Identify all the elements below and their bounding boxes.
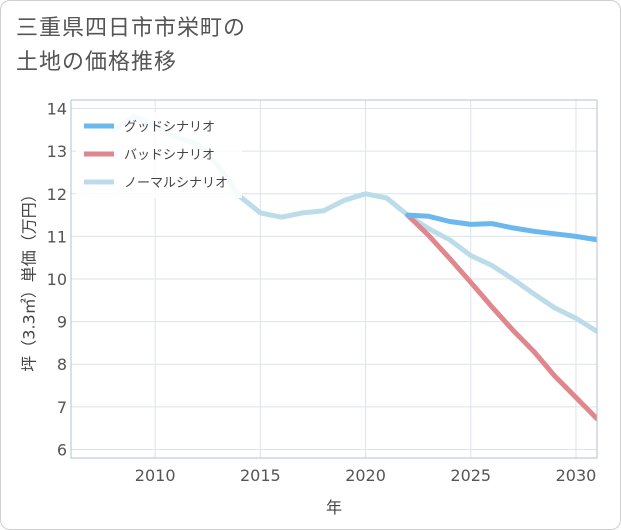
chart-title-line1: 三重県四日市市栄町の bbox=[16, 16, 247, 41]
y-tick-label: 11 bbox=[47, 227, 67, 246]
y-tick-label: 6 bbox=[57, 440, 67, 459]
series-line-0 bbox=[405, 212, 597, 243]
tick-labels: 2010 2015 2020 2025 2030 6 7 8 9 10 11 12 13 14 bbox=[47, 100, 597, 485]
y-tick-label: 13 bbox=[47, 142, 67, 161]
y-tick-label: 12 bbox=[47, 185, 67, 204]
y-tick-label: 10 bbox=[47, 270, 67, 289]
y-tick-label: 14 bbox=[47, 100, 67, 119]
x-axis-title: 年 bbox=[326, 498, 342, 517]
legend-label-1: バッドシナリオ bbox=[124, 148, 215, 163]
series-line-1 bbox=[405, 212, 597, 422]
legend-label-2: ノーマルシナリオ bbox=[124, 176, 228, 191]
x-tick-label: 2015 bbox=[240, 466, 281, 485]
plot-border bbox=[70, 99, 598, 459]
x-tick-label: 2025 bbox=[450, 466, 491, 485]
y-tick-label: 8 bbox=[57, 355, 67, 374]
x-tick-label: 2020 bbox=[345, 466, 386, 485]
x-tick-label: 2010 bbox=[135, 466, 176, 485]
y-tick-label: 7 bbox=[57, 398, 67, 417]
chart-title: 三重県四日市市栄町の 土地の価格推移 bbox=[16, 12, 246, 80]
chart-title-line2: 土地の価格推移 bbox=[16, 50, 178, 75]
legend-label-0: グッドシナリオ bbox=[124, 120, 215, 135]
y-axis-title: 坪（3.3㎡）単価（万円） bbox=[20, 186, 39, 371]
y-tick-label: 9 bbox=[57, 313, 67, 332]
x-tick-label: 2030 bbox=[556, 466, 597, 485]
